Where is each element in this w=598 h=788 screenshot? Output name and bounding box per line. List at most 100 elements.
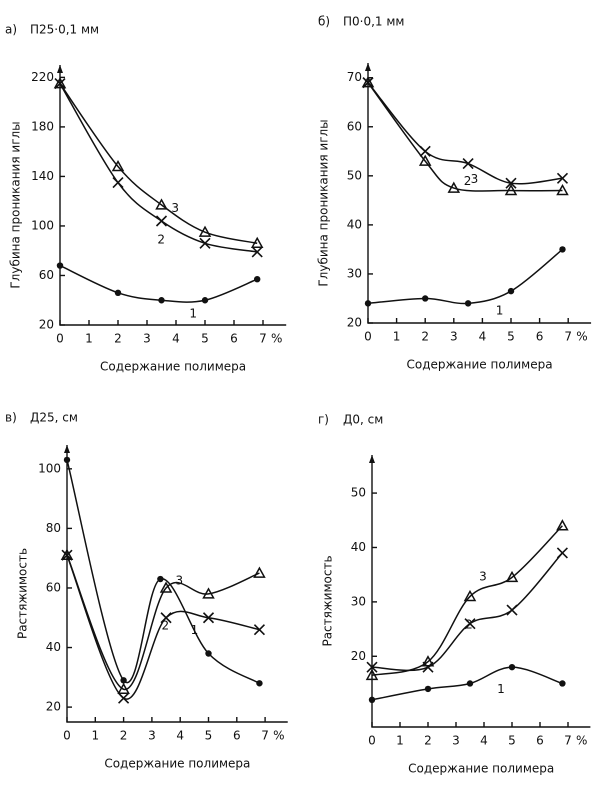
marker-triangle — [117, 682, 130, 694]
marker-x — [366, 661, 378, 673]
x-tick-label: 6 — [230, 332, 238, 346]
marker-dot — [364, 300, 372, 307]
panel-label: а) — [5, 23, 17, 37]
y-tick-label: 50 — [351, 486, 366, 500]
marker-dot — [559, 246, 566, 253]
y-tick-label: 80 — [46, 521, 61, 535]
x-tick-label: 4 — [172, 332, 180, 346]
curve-label: 3 — [471, 172, 479, 186]
curve-label: 2 — [465, 617, 473, 631]
y-axis-label: Глубина проникания иглы — [9, 121, 23, 288]
marker-x — [160, 612, 172, 624]
x-unit: % — [273, 729, 284, 743]
marker-triangle — [463, 589, 477, 602]
x-tick-label: 2 — [120, 729, 128, 743]
marker-dot — [466, 680, 474, 687]
x-tick-label: 7 — [564, 734, 572, 748]
y-axis-label: Растяжимость — [321, 555, 335, 646]
x-axis-label: Содержание полимера — [104, 757, 250, 771]
x-tick-label: 0 — [368, 734, 376, 748]
y-tick-label: 100 — [38, 461, 61, 475]
marker-x — [464, 618, 476, 630]
marker-triangle — [421, 655, 435, 667]
y-tick-label: 60 — [347, 119, 362, 133]
x-tick-label: 5 — [201, 332, 209, 346]
marker-dot — [424, 685, 432, 693]
marker-x — [251, 246, 263, 258]
x-tick-label: 1 — [85, 332, 93, 346]
axis-arrow — [365, 63, 371, 71]
axis-unit-title: Д25, см — [30, 411, 78, 425]
x-tick-label: 0 — [56, 332, 64, 346]
axis — [59, 65, 287, 326]
panel-label: г) — [318, 413, 329, 427]
marker-x — [253, 624, 266, 636]
axis-unit-title: П0·0,1 мм — [343, 15, 404, 29]
y-axis-label: Растяжимость — [16, 548, 30, 639]
x-tick-label: 3 — [452, 734, 460, 748]
marker-dot — [559, 680, 566, 687]
curve — [371, 525, 563, 677]
marker-triangle — [447, 181, 461, 193]
y-tick-label: 20 — [39, 318, 54, 332]
curve — [66, 554, 260, 700]
curve-label: 3 — [175, 573, 183, 587]
x-tick-label: 4 — [480, 734, 488, 748]
y-tick-label: 70 — [347, 70, 362, 84]
x-tick-label: 0 — [63, 729, 71, 743]
marker-triangle — [202, 587, 215, 599]
marker-dot — [464, 300, 472, 307]
marker-dot — [508, 663, 516, 671]
x-unit: % — [576, 734, 587, 748]
marker-triangle — [159, 581, 173, 593]
curve-label: 3 — [479, 569, 487, 583]
marker-dot — [201, 297, 209, 304]
marker-x — [506, 604, 518, 616]
curve-label: 1 — [189, 307, 197, 321]
marker-triangle — [60, 548, 74, 560]
y-axis-label: Глубина проникания иглы — [317, 119, 331, 286]
x-tick-label: 6 — [233, 729, 241, 743]
marker-dot — [422, 295, 429, 302]
marker-x — [202, 612, 215, 624]
curve — [66, 459, 260, 684]
x-unit: % — [271, 332, 282, 346]
curve — [66, 554, 260, 690]
marker-x — [556, 172, 569, 184]
x-tick-label: 5 — [205, 729, 213, 743]
axis-unit-title: Д0, см — [343, 413, 383, 427]
curve — [59, 264, 258, 303]
panel-label: в) — [5, 411, 17, 425]
x-tick-label: 3 — [450, 330, 458, 344]
curve — [367, 82, 563, 192]
curve — [59, 83, 258, 245]
y-tick-label: 40 — [351, 540, 366, 554]
y-tick-label: 20 — [347, 316, 362, 330]
marker-triangle — [155, 198, 168, 210]
marker-dot — [507, 287, 515, 295]
x-tick-label: 3 — [148, 729, 156, 743]
y-tick-label: 220 — [31, 70, 54, 84]
y-tick-label: 30 — [351, 594, 366, 608]
marker-triangle — [365, 668, 379, 681]
axis — [371, 455, 591, 728]
curve — [367, 248, 563, 305]
marker-dot — [158, 297, 165, 304]
x-axis-label: Содержание полимера — [100, 360, 246, 374]
marker-dot — [205, 650, 212, 657]
x-tick-label: 5 — [507, 330, 515, 344]
curve — [59, 83, 258, 253]
axis-arrow — [64, 445, 70, 453]
curve-label: 2 — [161, 618, 169, 632]
x-tick-label: 1 — [91, 729, 99, 743]
marker-triangle — [504, 184, 518, 196]
y-tick-label: 180 — [31, 119, 54, 133]
y-tick-label: 50 — [347, 168, 362, 182]
marker-triangle — [556, 519, 569, 531]
marker-triangle — [253, 566, 266, 578]
y-tick-label: 30 — [347, 266, 362, 280]
x-tick-label: 7 — [261, 729, 269, 743]
marker-x — [462, 158, 474, 170]
marker-dot — [114, 289, 122, 297]
